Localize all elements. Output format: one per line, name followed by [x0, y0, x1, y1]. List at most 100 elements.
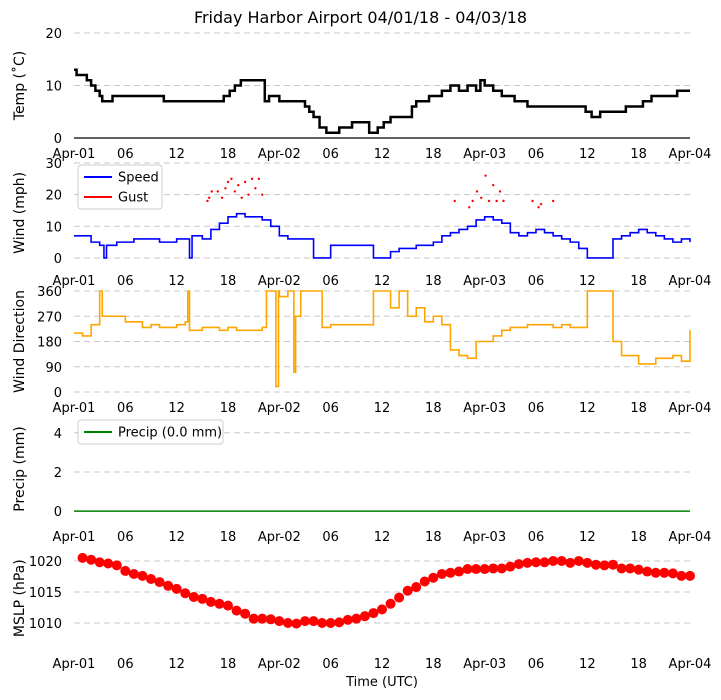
data-point: [377, 604, 387, 615]
data-point: [231, 605, 242, 616]
panel-3: 0 90 180 270 360 Wind Direction Apr-01 06 12 18 Ap…: [12, 285, 711, 416]
y-axis-label: Wind Direction: [12, 290, 28, 393]
x-tick-label: 06: [322, 530, 339, 545]
data-point: [205, 596, 216, 607]
y-axis-label: Precip (mm): [12, 426, 28, 511]
x-tick-label: 18: [220, 657, 237, 672]
series-panel3: [74, 290, 691, 388]
legend-label: Gust: [118, 191, 148, 206]
x-tick-label: 06: [528, 657, 545, 672]
x-tick-label: 18: [630, 274, 647, 289]
data-point: [454, 566, 464, 577]
series-gust: [148, 174, 555, 209]
data-point: [411, 582, 422, 593]
data-line: [74, 68, 690, 134]
y-tick-label: 1020: [29, 555, 62, 570]
chart-title: Friday Harbor Airport 04/01/18 - 04/03/1…: [193, 8, 528, 27]
data-point: [317, 618, 328, 628]
data-point: [556, 556, 567, 566]
x-tick-label: 18: [220, 401, 237, 416]
x-tick-label: Apr-02: [258, 530, 301, 545]
data-point: [334, 617, 345, 628]
data-line: [74, 290, 691, 388]
data-point: [616, 563, 627, 574]
data-point: [539, 557, 550, 568]
y-tick-label: 270: [37, 310, 62, 325]
x-tick-label: 06: [322, 147, 339, 162]
x-axis-label: Time (UTC): [346, 675, 418, 690]
data-point: [385, 598, 396, 609]
x-tick-label: 06: [117, 274, 134, 289]
data-point: [419, 576, 430, 587]
data-point: [351, 613, 362, 624]
data-point: [300, 616, 310, 627]
data-point: [94, 557, 105, 568]
y-axis-label: MSLP (hPa): [12, 559, 28, 637]
x-tick-label: 18: [630, 401, 647, 416]
data-point: [359, 611, 370, 622]
y-tick-label: 10: [45, 220, 62, 235]
x-tick-label: Apr-03: [463, 657, 506, 672]
data-point: [548, 556, 559, 566]
x-tick-label: Apr-04: [669, 401, 712, 416]
y-tick-label: 2: [54, 466, 62, 481]
data-point: [492, 183, 495, 187]
y-axis-label: Wind (mph): [12, 172, 28, 254]
data-point: [86, 554, 97, 565]
y-axis-label: Temp (˚C): [11, 51, 28, 121]
x-tick-label: Apr-02: [258, 274, 301, 289]
y-tick-label: 4: [54, 427, 62, 442]
data-point: [230, 177, 233, 181]
x-tick-label: 06: [322, 657, 339, 672]
panel-2: 0 10 20 30 Wind (mph) Apr-01 06 12 18 Apr-02 06 12 1…: [12, 157, 711, 289]
x-tick-label: Apr-01: [53, 274, 96, 289]
data-point: [250, 177, 254, 181]
data-point: [453, 199, 456, 203]
data-point: [103, 558, 114, 569]
data-point: [308, 616, 319, 627]
series-speed: [74, 212, 691, 259]
data-point: [522, 557, 533, 568]
x-tick-label: 12: [168, 274, 185, 289]
data-point: [265, 614, 276, 625]
data-point: [685, 570, 695, 581]
x-tick-label: 12: [374, 147, 391, 162]
data-point: [188, 591, 199, 602]
x-tick-label: 06: [117, 147, 134, 162]
y-tick-label: 0: [54, 386, 62, 401]
data-point: [475, 190, 479, 193]
data-point: [402, 585, 413, 596]
data-point: [342, 614, 353, 625]
data-point: [667, 568, 678, 579]
x-tick-label: Apr-02: [258, 657, 301, 672]
x-tick-label: 06: [117, 401, 134, 416]
data-point: [171, 583, 182, 594]
x-tick-label: 12: [168, 147, 185, 162]
data-point: [488, 563, 499, 574]
x-tick-label: 18: [425, 274, 442, 289]
x-tick-label: 12: [168, 530, 185, 545]
data-point: [248, 613, 259, 624]
x-tick-label: Apr-01: [53, 530, 96, 545]
x-tick-label: Apr-04: [669, 657, 712, 672]
data-point: [471, 564, 482, 575]
x-tick-label: Apr-03: [463, 530, 506, 545]
x-tick-label: 12: [374, 401, 391, 416]
x-tick-label: 06: [528, 530, 545, 545]
x-tick-label: 06: [528, 401, 545, 416]
x-tick-label: 18: [425, 657, 442, 672]
x-tick-label: 12: [579, 147, 596, 162]
data-point: [216, 190, 219, 193]
y-tick-label: 360: [37, 285, 62, 300]
data-point: [291, 618, 302, 629]
data-point: [676, 570, 687, 581]
data-point: [224, 187, 227, 190]
data-point: [573, 556, 584, 566]
x-tick-label: 18: [425, 401, 442, 416]
data-point: [436, 569, 447, 580]
y-tick-label: 10: [45, 80, 62, 95]
data-point: [633, 564, 644, 575]
data-point: [625, 563, 636, 574]
x-tick-label: 18: [630, 657, 647, 672]
panel-1: 0 10 20 Temp (˚C) Apr-01 06 12 18 Apr-02 06 12 18 Ap…: [11, 27, 711, 162]
